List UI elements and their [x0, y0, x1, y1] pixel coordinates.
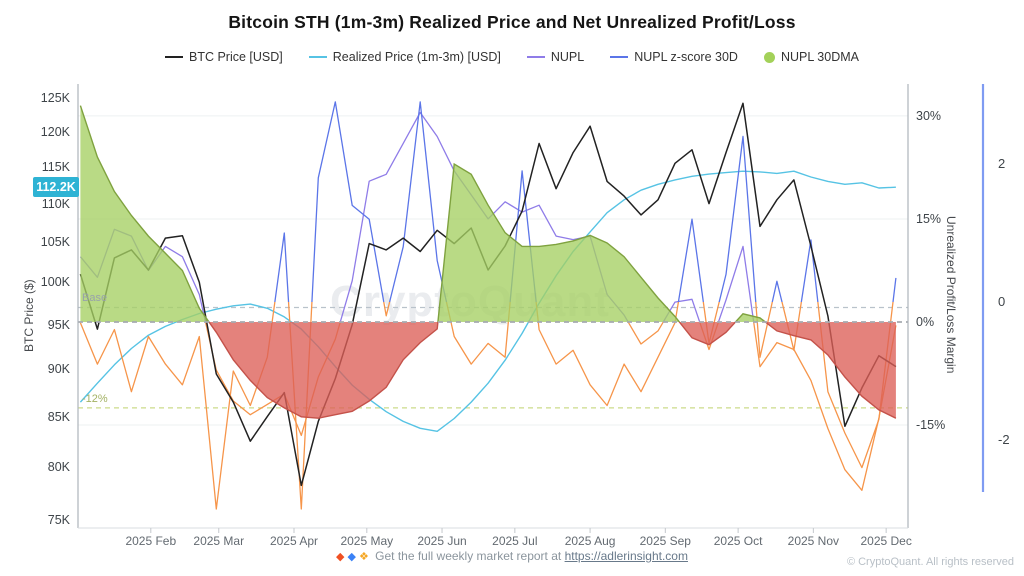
last-price-badge: 112.2K [33, 177, 79, 198]
realized-price-line [79, 170, 896, 432]
month-tick-label: 2025 Apr [269, 534, 318, 548]
month-tick-label: 2025 Mar [193, 534, 245, 548]
month-tick-label: 2025 Jul [492, 534, 538, 548]
pct-tick-label: 15% [916, 211, 942, 226]
pct-tick-label: 0% [916, 315, 935, 329]
price-tick-label: 95K [47, 317, 70, 332]
price-tick-label: 75K [47, 512, 70, 527]
price-tick-label: 120K [40, 124, 70, 139]
price-tick-label: 100K [40, 275, 70, 290]
legend-item-1[interactable]: Realized Price (1m-3m) [USD] [308, 50, 501, 64]
minus-12-line-label: -12% [82, 392, 108, 405]
price-tick-label: 125K [40, 91, 70, 105]
pct-tick-label: -15% [916, 418, 946, 433]
legend-label: NUPL 30DMA [780, 50, 859, 64]
month-tick-label: 2025 Feb [125, 534, 177, 548]
price-tick-label: 110K [41, 196, 70, 211]
copyright-note: © CryptoQuant. All rights reserved [846, 556, 1014, 568]
legend-item-4[interactable]: NUPL 30DMA [763, 50, 859, 64]
base-line-label: Base [82, 292, 108, 305]
hands-icon: ❖ [358, 551, 369, 563]
month-tick-label: 2025 Sep [639, 534, 691, 548]
legend-item-0[interactable]: BTC Price [USD] [165, 50, 283, 64]
month-tick-label: 2025 Nov [787, 534, 840, 548]
legend-swatch [763, 51, 775, 63]
z-tick-label: 0 [998, 294, 1006, 309]
nupl-30dma-area-negative [80, 322, 896, 419]
month-tick-label: 2025 Dec [860, 534, 912, 548]
gem-icon: ◆ [347, 551, 356, 563]
month-tick-label: 2025 Oct [713, 534, 763, 548]
legend-item-3[interactable]: NUPL z-score 30D [610, 50, 738, 64]
z-tick-label: -2 [998, 432, 1010, 447]
diamond-icon: ◆ [336, 551, 345, 563]
pct-tick-label: 30% [916, 108, 942, 123]
month-tick-label: 2025 May [340, 534, 394, 548]
price-tick-label: 90K [47, 362, 70, 377]
footer-report-note: ◆ ◆ ❖ Get the full weekly market report at… [0, 549, 1024, 563]
price-tick-label: 85K [47, 409, 70, 424]
right-axis-title: Unrealized Profit/Loss Margin [944, 216, 958, 374]
legend-label: BTC Price [USD] [189, 50, 283, 64]
legend-swatch [610, 56, 629, 58]
report-link[interactable]: https://adlerinsight.com [564, 549, 688, 563]
legend-swatch [526, 56, 545, 58]
z-tick-label: 2 [998, 156, 1006, 171]
price-tick-label: 105K [40, 235, 70, 250]
nupl-30dma-area-positive [80, 105, 896, 322]
nupl-z-score-30d-line-negative [79, 302, 894, 510]
legend-label: Realized Price (1m-3m) [USD] [332, 50, 501, 64]
legend-label: NUPL [550, 50, 585, 64]
legend-item-2[interactable]: NUPL [526, 50, 585, 64]
page-title: Bitcoin STH (1m-3m) Realized Price and N… [228, 12, 796, 32]
month-tick-label: 2025 Aug [564, 534, 616, 548]
legend-swatch [165, 56, 183, 58]
legend-label: NUPL z-score 30D [634, 50, 738, 64]
price-tick-label: 115K [41, 159, 70, 174]
legend: BTC Price [USD] Realized Price (1m-3m) [U… [0, 50, 1024, 64]
left-axis-title: BTC Price ($) [22, 279, 36, 352]
nupl-30dma-line-positive [79, 105, 767, 322]
price-tick-label: 80K [47, 459, 70, 474]
month-tick-label: 2025 Jun [417, 534, 467, 548]
legend-swatch [308, 56, 327, 58]
nupl-30dma-line-negative [208, 322, 897, 419]
footer-text: Get the full weekly market report at [375, 549, 562, 563]
